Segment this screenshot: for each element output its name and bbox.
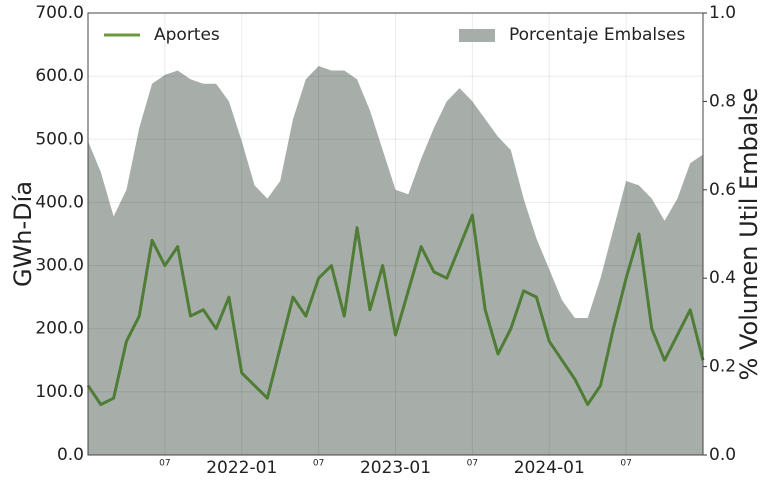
legend-label: Aportes xyxy=(154,25,220,45)
x-tick-label: 07 xyxy=(159,459,170,469)
y2-tick-label: 0.2 xyxy=(709,357,736,377)
y2-tick-label: 1.0 xyxy=(709,3,736,23)
y-axis-label: GWh-Día xyxy=(9,181,37,287)
y-tick-label: 200.0 xyxy=(35,319,84,339)
y2-tick-label: 0.0 xyxy=(709,445,736,465)
legend-swatch xyxy=(459,29,495,42)
y-tick-label: 0.0 xyxy=(57,445,84,465)
y-tick-label: 700.0 xyxy=(35,3,84,23)
y-tick-label: 400.0 xyxy=(35,192,84,212)
line xyxy=(86,213,705,406)
y2-tick-label: 0.8 xyxy=(709,91,736,111)
x-tick-label: 2023-01 xyxy=(360,458,431,478)
plot-frame xyxy=(87,12,704,456)
y2-tick-label: 0.6 xyxy=(709,180,736,200)
y-tick-label: 100.0 xyxy=(35,382,84,402)
x-tick-label: 07 xyxy=(620,459,631,469)
x-tick-label: 07 xyxy=(313,459,324,469)
y-tick-label: 500.0 xyxy=(35,129,84,149)
x-tick-label: 2022-01 xyxy=(206,458,277,478)
plot-area xyxy=(86,12,705,456)
x-tick-label: 07 xyxy=(467,459,478,469)
x-tick-label: 2024-01 xyxy=(514,458,585,478)
y-tick-label: 600.0 xyxy=(35,66,84,86)
y-tick-label: 300.0 xyxy=(35,256,84,276)
area xyxy=(88,66,703,455)
y2-tick-label: 0.4 xyxy=(709,268,736,288)
y2-axis-label: % Volumen Util Embalse xyxy=(735,88,763,381)
legend-label: Porcentaje Embalses xyxy=(509,25,685,45)
